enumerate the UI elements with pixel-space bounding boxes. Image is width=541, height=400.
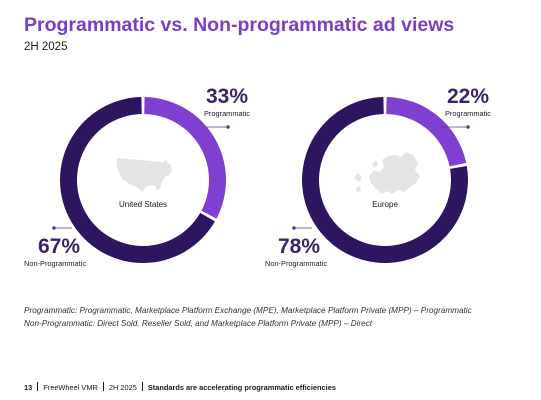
us-programmatic-value: 33% [206,85,249,108]
page-title: Programmatic vs. Non-programmatic ad vie… [24,14,455,36]
us-map-icon [117,158,172,192]
eu-center-label: Europe [372,200,398,209]
us-center-label: United States [118,200,168,209]
footer-period: 2H 2025 [108,383,137,392]
note-programmatic: Programmatic: Programmatic, Marketplace … [24,306,472,315]
footer-brand: FreeWheel VMR [43,383,98,392]
us-slice-programmatic [144,97,226,219]
eu-slice-programmatic [386,97,467,167]
eu-non-programmatic-leader-dot [292,226,296,230]
eu-programmatic-label: Programmatic [445,109,491,118]
eu-programmatic-value: 22% [447,85,490,108]
europe-map-icon [354,152,420,194]
eu-nonprogrammatic-value: 78% [278,235,321,258]
us-programmatic-label: Programmatic [204,109,250,118]
us-programmatic-leader-dot [226,125,230,129]
footer: 13 FreeWheel VMR 2H 2025 Standards are acce… [24,382,336,392]
definitions-note: Programmatic: Programmatic, Marketplace … [24,305,472,330]
us-nonprogrammatic-value: 67% [38,235,81,258]
note-non-programmatic: Non-Programmatic: Direct Sold, Reseller … [24,318,373,328]
us-non-programmatic-leader-dot [52,226,56,230]
footer-section: Standards are accelerating programmatic … [147,383,336,392]
eu-nonprogrammatic-label: Non-Programmatic [265,259,328,268]
page-subtitle: 2H 2025 [24,41,68,53]
page-number: 13 [24,383,33,392]
eu-programmatic-leader-dot [466,125,470,129]
us-nonprogrammatic-label: Non-Programmatic [24,259,87,268]
